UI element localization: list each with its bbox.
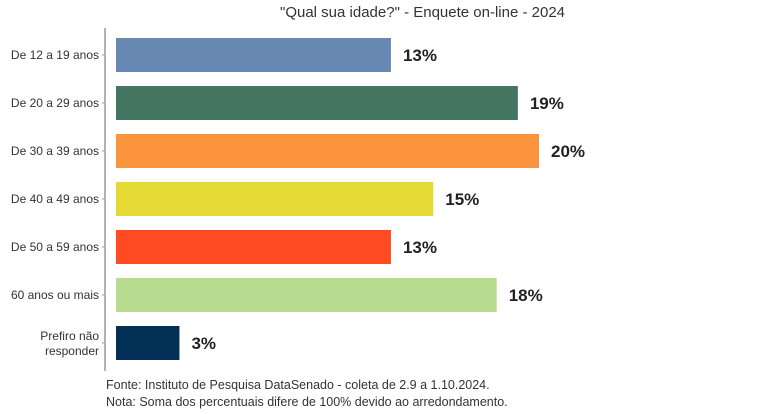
category-label: Prefiro não responder — [40, 329, 99, 358]
bar — [116, 278, 497, 312]
data-label: 15% — [445, 190, 479, 209]
bar — [116, 134, 539, 168]
source-note: Fonte: Instituto de Pesquisa DataSenado … — [106, 378, 490, 392]
data-label: 3% — [191, 334, 216, 353]
data-label: 13% — [403, 238, 437, 257]
bar — [116, 230, 391, 264]
bar — [116, 86, 518, 120]
data-label: 19% — [530, 94, 564, 113]
data-label: 20% — [551, 142, 585, 161]
data-label: 13% — [403, 46, 437, 65]
category-label: De 20 a 29 anos — [11, 96, 99, 110]
data-label: 18% — [509, 286, 543, 305]
category-label: De 12 a 19 anos — [11, 48, 99, 62]
bar — [116, 38, 391, 72]
category-label: 60 anos ou mais — [11, 288, 99, 302]
rounding-note: Nota: Soma dos percentuais difere de 100… — [106, 395, 508, 409]
chart-title: "Qual sua idade?" - Enquete on-line - 20… — [280, 4, 566, 21]
category-label: De 30 a 39 anos — [11, 144, 99, 158]
category-label: De 40 a 49 anos — [11, 192, 99, 206]
category-label: De 50 a 59 anos — [11, 240, 99, 254]
bar — [116, 182, 434, 216]
bar — [116, 326, 180, 360]
